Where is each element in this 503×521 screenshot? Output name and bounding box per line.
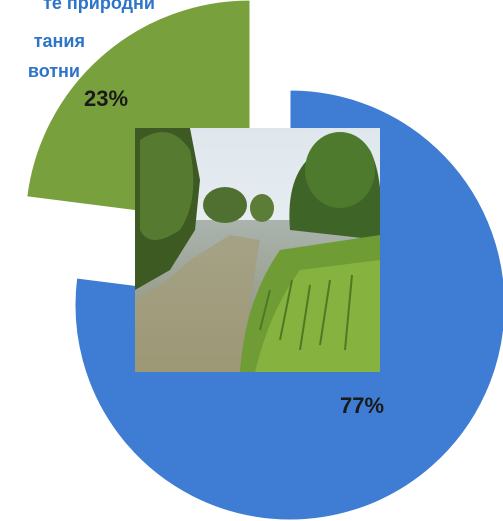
title-line: вотни [28, 61, 80, 81]
data-label: 23% [84, 86, 128, 111]
title-line: тания [34, 31, 85, 51]
title-line: те природни [43, 0, 155, 13]
photo [135, 128, 380, 372]
data-label: 77% [340, 393, 384, 418]
